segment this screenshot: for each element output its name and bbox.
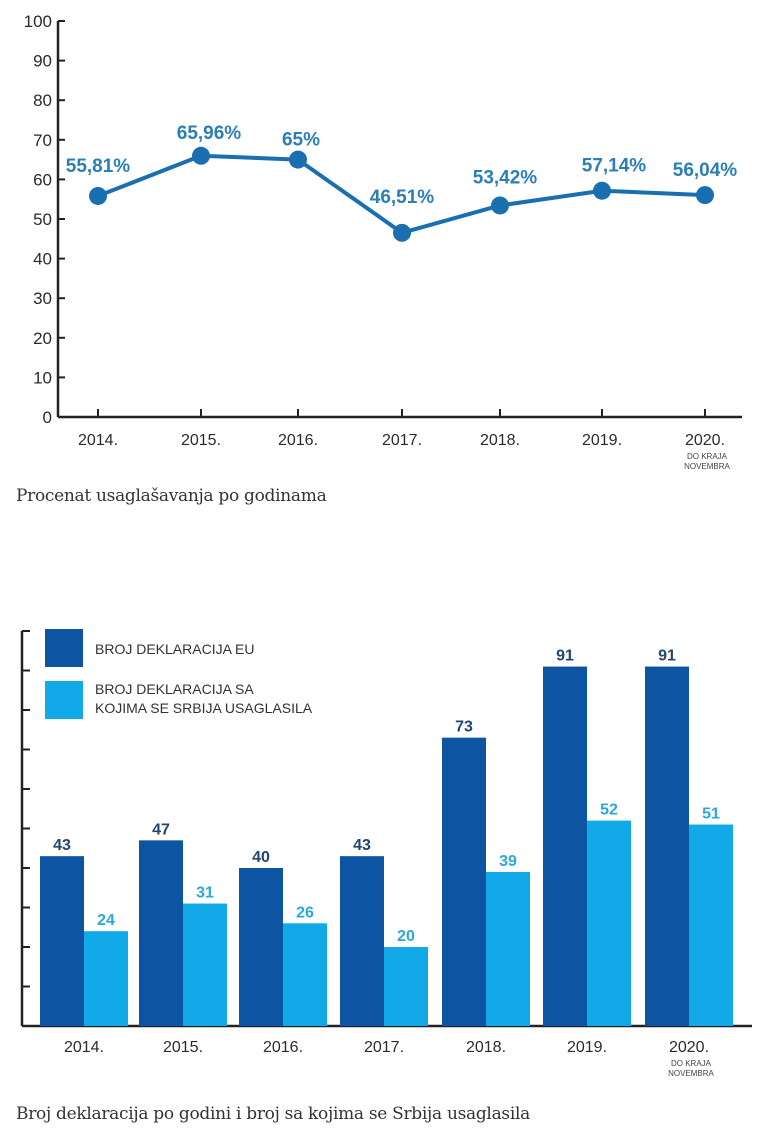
x-tick-label: 2016.: [263, 1039, 303, 1056]
bar-eu: [645, 666, 689, 1026]
x-tick-label: 2017.: [382, 432, 422, 449]
bar-serbia: [587, 820, 631, 1026]
y-tick-label: 80: [33, 91, 52, 110]
bar-value-label: 91: [556, 648, 574, 665]
bar-value-label: 26: [296, 904, 314, 921]
data-label: 65,96%: [177, 123, 242, 144]
x-tick-label: 2019.: [582, 432, 622, 449]
x-tick-label: 2016.: [278, 432, 318, 449]
x-tick-label: 2017.: [364, 1039, 404, 1056]
data-point: [192, 146, 210, 165]
x-tick-note: DO KRAJA: [687, 452, 728, 461]
y-tick-label: 10: [33, 368, 52, 387]
bar-serbia: [486, 871, 530, 1026]
bar-serbia: [689, 824, 733, 1026]
data-point: [491, 196, 509, 215]
data-point: [89, 186, 107, 205]
legend-label: KOJIMA SE SRBIJA USAGLASILA: [95, 700, 313, 716]
bar-chart-caption: Broj deklaracija po godini i broj sa koj…: [16, 1104, 530, 1124]
bar-eu: [40, 856, 84, 1026]
legend-swatch-serbia: [45, 681, 83, 719]
bar-serbia: [384, 947, 428, 1026]
line-chart-caption: Procenat usaglašavanja po godinama: [16, 486, 327, 506]
y-tick-label: 20: [33, 329, 52, 348]
x-tick-note: DO KRAJA: [671, 1059, 712, 1068]
line-chart-x-ticks: 2014. 2015. 2016. 2017. 2018. 2019. 2020. DO KR…: [78, 409, 731, 471]
bar-value-label: 40: [252, 849, 270, 866]
data-label: 46,51%: [370, 187, 435, 208]
legend-label: BROJ DEKLARACIJA EU: [95, 641, 255, 657]
bar-value-label: 52: [600, 802, 618, 819]
bar-chart-x-ticks: 2014. 2015. 2016. 2017. 2018. 2019. 2020. DO KR…: [64, 1039, 715, 1078]
x-tick-label: 2014.: [64, 1039, 104, 1056]
bar-value-label: 43: [53, 837, 71, 854]
data-label: 65%: [282, 130, 320, 151]
data-point: [289, 150, 307, 169]
bar-serbia: [283, 923, 327, 1026]
bar-eu: [442, 737, 486, 1026]
y-tick-label: 50: [33, 210, 52, 229]
y-tick-label: 30: [33, 289, 52, 308]
bar-value-label: 24: [97, 912, 115, 929]
bar-value-label: 51: [702, 806, 720, 823]
x-tick-label: 2020.: [685, 432, 725, 449]
y-tick-label: 0: [43, 408, 52, 427]
data-point: [393, 223, 411, 242]
x-tick-note: NOVEMBRA: [668, 1069, 714, 1078]
y-tick-label: 90: [33, 52, 52, 71]
y-tick-label: 70: [33, 131, 52, 150]
line-chart-series: [89, 146, 714, 242]
x-tick-label: 2015.: [181, 432, 221, 449]
bar-value-label: 20: [397, 928, 415, 945]
bar-value-label: 31: [196, 885, 214, 902]
data-point: [593, 181, 611, 200]
bar-eu: [543, 666, 587, 1026]
x-tick-label: 2018.: [480, 432, 520, 449]
bar-chart-data-labels: 43 47 40 43 73 91 91 24 31 26 20 39 52 51: [53, 648, 720, 945]
legend-swatch-eu: [45, 629, 83, 667]
y-tick-label: 100: [24, 12, 52, 31]
line-chart-axes: [56, 21, 742, 419]
x-tick-label: 2015.: [163, 1039, 203, 1056]
bar-serbia: [84, 931, 128, 1026]
data-label: 53,42%: [473, 167, 538, 188]
bar-value-label: 43: [353, 837, 371, 854]
data-label: 55,81%: [66, 156, 131, 177]
bar-value-label: 91: [658, 648, 676, 665]
bar-eu: [139, 840, 183, 1026]
line-chart-data-labels: 55,81% 65,96% 65% 46,51% 53,42% 57,14% 56,04%: [66, 123, 738, 208]
x-tick-label: 2019.: [567, 1039, 607, 1056]
bar-serbia: [183, 903, 227, 1026]
line-chart-y-ticks: 0 10 20 30 40 50 60 70 80 90 100: [24, 12, 65, 427]
y-tick-label: 40: [33, 250, 52, 269]
bar-value-label: 39: [499, 853, 517, 870]
x-tick-label: 2020.: [669, 1039, 709, 1056]
x-tick-label: 2018.: [466, 1039, 506, 1056]
y-tick-label: 60: [33, 170, 52, 189]
bar-chart-bars: [40, 666, 733, 1026]
x-tick-label: 2014.: [78, 432, 118, 449]
data-label: 57,14%: [582, 156, 647, 177]
bar-value-label: 73: [455, 719, 473, 736]
data-label: 56,04%: [673, 160, 738, 181]
legend-label: BROJ DEKLARACIJA SA: [95, 681, 254, 697]
bar-eu: [340, 856, 384, 1026]
data-point: [696, 186, 714, 205]
x-tick-note: NOVEMBRA: [684, 462, 730, 471]
bar-chart-legend: BROJ DEKLARACIJA EU BROJ DEKLARACIJA SA KO…: [45, 629, 313, 719]
bar-value-label: 47: [152, 821, 170, 838]
bar-eu: [239, 868, 283, 1026]
